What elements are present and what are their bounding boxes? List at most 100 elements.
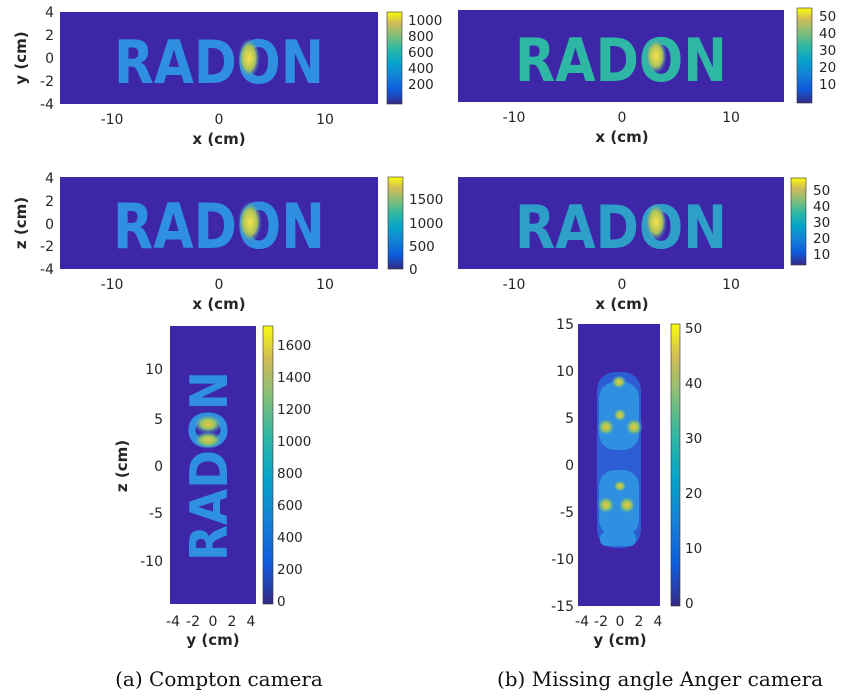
y-tick-label: 10 (556, 364, 574, 380)
heatmap-b-top (458, 10, 784, 102)
hotspot (613, 408, 627, 422)
panel-b-bottom: -4 -2 0 2 4 15 10 5 0 -5 -10 -15 y (cm) … (551, 317, 702, 649)
colorbar-tick-label: 600 (277, 498, 303, 514)
colorbar-tick-label: 40 (819, 26, 836, 42)
x-axis-label-a-bottom: y (cm) (186, 631, 239, 649)
colorbar-tick-label: 0 (277, 594, 286, 610)
x-tick-label: 0 (618, 110, 627, 126)
y-tick-label: -15 (551, 599, 574, 615)
hotspot (645, 38, 667, 74)
colorbar-tick-label: 200 (277, 562, 303, 578)
y-tick-label: -10 (140, 554, 163, 570)
radon-image-a-mid: RADON (113, 190, 325, 263)
hotspot (193, 414, 223, 434)
colorbar-tick-label: 800 (277, 466, 303, 482)
x-tick-label: 10 (316, 277, 334, 293)
x-tick-label: 0 (618, 277, 627, 293)
colorbar-tick-label: 1500 (409, 192, 443, 208)
y-tick-labels-a-mid: 4 2 0 -2 -4 (40, 171, 54, 278)
panel-a-mid: RADON -10 0 10 4 2 0 -2 -4 x (cm) z (cm)… (12, 171, 443, 313)
hotspot (238, 38, 260, 78)
colorbar-a-mid (387, 176, 404, 270)
panel-b-top: RADON -10 0 10 x (cm) 50 40 30 20 10 (458, 7, 836, 146)
y-tick-label: 4 (45, 171, 54, 187)
x-axis-label-a-top: x (cm) (192, 130, 245, 148)
panel-b-mid: RADON -10 0 10 x (cm) 50 40 30 20 10 (458, 177, 830, 313)
colorbar-tick-label: 50 (685, 321, 702, 337)
y-tick-label: 4 (45, 5, 54, 21)
colorbar-tick-label: 500 (409, 239, 435, 255)
x-axis-label-b-bottom: y (cm) (593, 631, 646, 649)
colorbar-tick-label: 1000 (408, 13, 442, 29)
colorbar-tick-label: 400 (408, 61, 434, 77)
y-tick-labels-a-bottom: 10 5 0 -5 -10 (140, 362, 163, 570)
y-tick-label: -5 (560, 505, 574, 521)
heatmap-a-bottom (170, 326, 256, 604)
colorbar-tick-label: 10 (819, 77, 836, 93)
hotspot (597, 496, 615, 514)
y-tick-label: 15 (556, 317, 574, 333)
colorbar-a-top (386, 11, 403, 105)
radon-image-a-top: RADON (114, 28, 324, 98)
y-tick-label: 0 (565, 458, 574, 474)
y-tick-label: -2 (40, 74, 54, 90)
x-tick-label: -10 (503, 277, 526, 293)
colorbar-tick-label: 30 (813, 215, 830, 231)
x-axis-label-a-mid: x (cm) (192, 295, 245, 313)
colorbar-tick-label: 1600 (277, 338, 311, 354)
x-tick-label: -10 (101, 277, 124, 293)
colorbar-ticks-a-bottom: 1600 1400 1200 1000 800 600 400 200 0 (277, 338, 311, 610)
colorbar-tick-label: 20 (819, 60, 836, 76)
x-axis-label-b-top: x (cm) (595, 128, 648, 146)
x-tick-label: 2 (228, 614, 237, 630)
x-tick-label: 0 (209, 614, 218, 630)
colorbar-tick-label: 30 (819, 43, 836, 59)
y-tick-label: 0 (154, 459, 163, 475)
colorbar-tick-label: 20 (813, 231, 830, 247)
x-tick-label: -10 (101, 112, 124, 128)
y-axis-label-a-top: y (cm) (12, 31, 30, 84)
colorbar-tick-label: 50 (813, 183, 830, 199)
hotspot (645, 203, 667, 241)
radon-image-a-bottom: RADON (180, 371, 240, 561)
hotspot (597, 418, 615, 436)
y-axis-label-a-bottom: z (cm) (113, 440, 131, 492)
colorbar-tick-label: 400 (277, 530, 303, 546)
colorbar-tick-label: 200 (408, 77, 434, 93)
x-tick-label: -10 (503, 110, 526, 126)
hotspot (613, 480, 627, 492)
colorbar-b-bottom (670, 323, 681, 607)
x-tick-labels-b-top: -10 0 10 (503, 110, 740, 126)
y-tick-label: 2 (45, 194, 54, 210)
x-tick-labels-a-bottom: -4 -2 0 2 4 (166, 614, 256, 630)
colorbar-tick-label: 40 (685, 376, 702, 392)
y-tick-labels-a-top: 4 2 0 -2 -4 (40, 5, 54, 113)
panel-a-bottom: RADON -4 -2 0 2 4 10 5 0 -5 -10 y (cm) z… (113, 325, 311, 649)
colorbar-tick-label: 10 (685, 541, 702, 557)
y-tick-label: 10 (145, 362, 163, 378)
x-tick-label: -4 (166, 614, 180, 630)
x-tick-label: 0 (215, 112, 224, 128)
colorbar-ticks-b-top: 50 40 30 20 10 (819, 9, 836, 93)
colorbar-tick-label: 20 (685, 486, 702, 502)
caption-b: (b) Missing angle Anger camera (497, 667, 823, 691)
colorbar-tick-label: 600 (408, 45, 434, 61)
x-tick-label: 4 (654, 614, 663, 630)
radon-image-b-mid: RADON (515, 193, 727, 263)
colorbar-tick-label: 1400 (277, 370, 311, 386)
colorbar-ticks-b-mid: 50 40 30 20 10 (813, 183, 830, 263)
y-axis-label-a-mid: z (cm) (12, 197, 30, 249)
colorbar-tick-label: 1200 (277, 402, 311, 418)
y-tick-label: -10 (551, 552, 574, 568)
y-tick-label: 2 (45, 28, 54, 44)
colorbar-ticks-a-top: 1000 800 600 400 200 (408, 13, 442, 93)
colorbar-a-bottom (262, 325, 274, 605)
x-tick-label: 2 (635, 614, 644, 630)
heatmap-a-top (60, 12, 378, 104)
y-tick-label: 0 (45, 51, 54, 67)
colorbar-tick-label: 1000 (277, 434, 311, 450)
heatmap-a-mid (60, 177, 378, 269)
colorbar-tick-label: 50 (819, 9, 836, 25)
hotspot (193, 431, 223, 449)
colorbar-tick-label: 1000 (409, 216, 443, 232)
